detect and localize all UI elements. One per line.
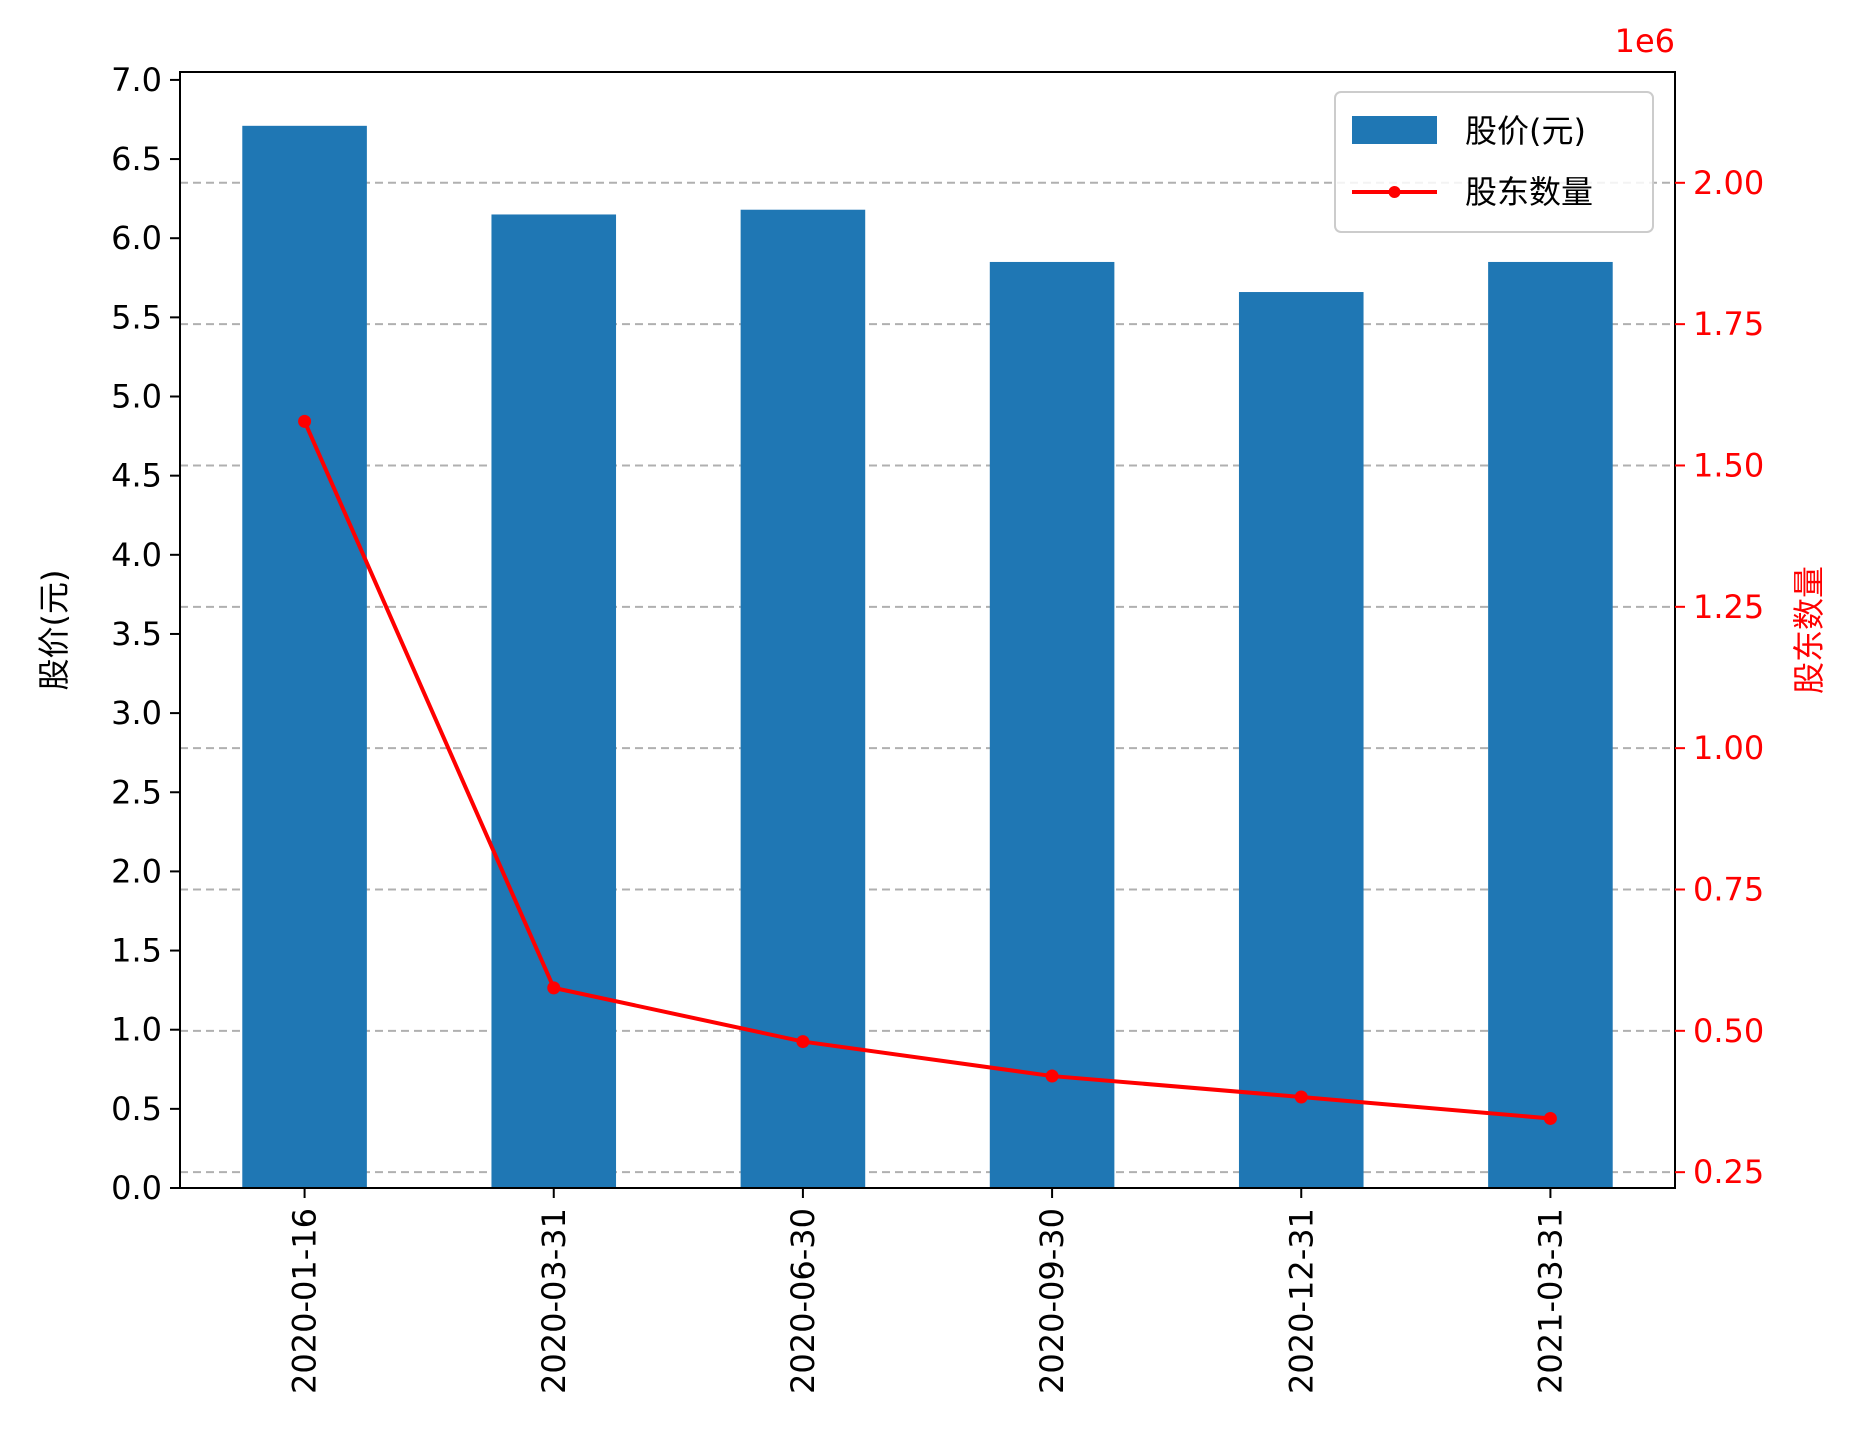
x-tick-label: 2021-03-31 [1531, 1208, 1569, 1394]
legend-bar-swatch [1352, 116, 1437, 144]
y-tick-label: 0.5 [111, 1090, 162, 1128]
y-tick-label: 3.5 [111, 615, 162, 653]
y2-tick-label: 1.00 [1693, 729, 1764, 767]
bars-layer [242, 125, 1613, 1189]
line-layer [298, 414, 1557, 1125]
y-tick-label: 1.0 [111, 1011, 162, 1049]
plot-frame [179, 71, 1676, 1189]
y-tick-label: 4.0 [111, 536, 162, 574]
y2-tick-label: 0.50 [1693, 1012, 1764, 1050]
legend-line-marker [1388, 186, 1401, 198]
y-axis-title: 股价(元) [35, 570, 73, 691]
x-tick-label: 2020-06-30 [784, 1208, 822, 1394]
y-tick-label: 4.5 [111, 457, 162, 495]
bar [242, 125, 367, 1188]
legend-bar-label: 股价(元) [1465, 112, 1586, 150]
y-tick-label: 3.0 [111, 694, 162, 732]
y2-tick-label: 1.50 [1693, 446, 1764, 484]
grid-layer [180, 181, 1675, 1174]
y-tick-label: 0.0 [111, 1169, 162, 1207]
bar [740, 209, 866, 1189]
y2-offset-text: 1e6 [1615, 22, 1675, 60]
y2-tick-label: 1.75 [1693, 305, 1764, 343]
y-tick-label: 7.0 [111, 61, 162, 99]
x-tick-label: 2020-09-30 [1033, 1208, 1071, 1394]
y-tick-label: 1.5 [111, 932, 162, 970]
y-tick-label: 5.5 [111, 298, 162, 336]
line-point [1294, 1090, 1308, 1104]
y2-tick-label: 0.25 [1693, 1153, 1764, 1191]
line-point [547, 981, 561, 995]
y-tick-label: 6.5 [111, 140, 162, 178]
line-point [1543, 1111, 1557, 1125]
bar [491, 214, 617, 1188]
bar [989, 261, 1115, 1188]
x-tick-label: 2020-03-31 [535, 1208, 573, 1394]
y2-tick-label: 0.75 [1693, 870, 1764, 908]
legend-line-label: 股东数量 [1465, 173, 1593, 211]
axes-layer: 0.0 0.5 1.0 1.5 2.0 2.5 3.0 3.5 4.0 4.5 5.0 5.5 6.0 6… [111, 61, 1764, 1394]
y-tick-label: 5.0 [111, 378, 162, 416]
x-tick-label: 2020-01-16 [286, 1208, 324, 1394]
line-series [302, 420, 1551, 1121]
x-tick-label: 2020-12-31 [1282, 1208, 1320, 1394]
y2-tick-label: 2.00 [1693, 164, 1764, 202]
bar [1488, 261, 1613, 1188]
y-tick-label: 2.0 [111, 852, 162, 890]
y-tick-label: 2.5 [111, 773, 162, 811]
line-point [1045, 1069, 1059, 1083]
y-tick-label: 6.0 [111, 219, 162, 257]
line-point [796, 1035, 810, 1049]
legend: 股价(元) 股东数量 [1334, 91, 1654, 233]
line-point [298, 414, 312, 428]
y2-axis-title: 股东数量 [1790, 566, 1828, 694]
y2-tick-label: 1.25 [1693, 588, 1764, 626]
bar [1238, 292, 1364, 1188]
